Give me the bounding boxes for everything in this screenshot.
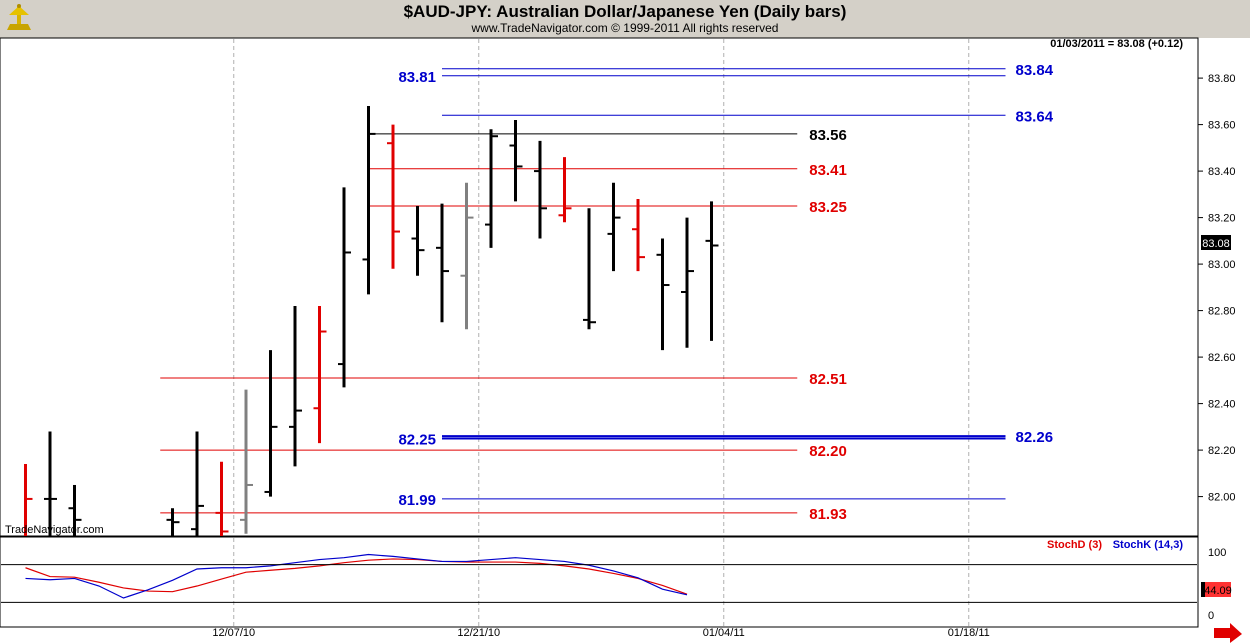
ohlc-bar bbox=[705, 201, 719, 341]
ohlc-bar bbox=[68, 484, 82, 536]
ohlc-bar bbox=[166, 508, 180, 536]
ohlc-bar bbox=[313, 305, 327, 444]
level-label: 81.93 bbox=[809, 506, 847, 523]
ohlc-bar bbox=[338, 187, 351, 388]
level-label: 82.26 bbox=[1016, 429, 1054, 446]
stoch-tick-label: 0 bbox=[1208, 610, 1214, 622]
ohlc-bar bbox=[509, 119, 523, 202]
price-tick-label: 83.60 bbox=[1208, 120, 1236, 132]
stoch-value-tag: 44.09 bbox=[1201, 582, 1232, 597]
date-axis: 12/07/10 12/21/10 01/04/11 01/18/11 bbox=[212, 627, 989, 639]
ohlc-bar bbox=[460, 182, 474, 330]
ohlc-bar bbox=[240, 389, 253, 534]
ohlc-bar bbox=[534, 140, 547, 239]
last-price-value: 83.08 bbox=[1202, 238, 1230, 250]
level-label: 82.51 bbox=[809, 371, 847, 388]
ohlc-bar bbox=[24, 464, 33, 536]
price-tick-label: 83.20 bbox=[1208, 213, 1236, 225]
level-label: 82.25 bbox=[398, 431, 436, 448]
ohlc-bar bbox=[264, 350, 278, 497]
stochastic-lines bbox=[25, 553, 688, 599]
ohlc-bar bbox=[558, 157, 572, 223]
ohlc-bar bbox=[44, 431, 57, 536]
date-tick-label: 01/04/11 bbox=[703, 627, 745, 639]
stoch-tick-label: 100 bbox=[1208, 547, 1226, 559]
title-bar: $AUD-JPY: Australian Dollar/Japanese Yen… bbox=[0, 0, 1250, 38]
ohlc-bar bbox=[607, 182, 621, 272]
last-price-tag: 83.08 bbox=[1201, 235, 1231, 250]
ohlc-bar bbox=[485, 129, 498, 248]
ohlc-bar bbox=[411, 205, 425, 276]
price-tick-label: 83.80 bbox=[1208, 73, 1236, 85]
legend-stochd: StochD (3) bbox=[1047, 539, 1102, 551]
price-axis: 83.80 83.60 83.40 83.20 83.00 82.80 82.60 82.40… bbox=[1198, 73, 1236, 504]
scroll-right-arrow-icon[interactable] bbox=[1214, 623, 1242, 643]
level-label: 83.84 bbox=[1016, 62, 1054, 79]
level-label: 83.81 bbox=[398, 69, 436, 86]
ohlc-bar bbox=[436, 203, 449, 323]
info-label: 01/03/2011 = 83.08 (+0.12) bbox=[1050, 38, 1183, 50]
price-tick-label: 83.00 bbox=[1208, 259, 1236, 271]
legend-stochk: StochK (14,3) bbox=[1113, 539, 1184, 551]
stochastic-axis: 100 0 bbox=[1, 547, 1226, 622]
stochastic-panel bbox=[0, 536, 1199, 628]
level-label: 83.56 bbox=[809, 127, 847, 144]
trade-navigator-logo-icon bbox=[7, 4, 31, 30]
ohlc-bar bbox=[656, 238, 670, 351]
ohlc-bar bbox=[289, 305, 302, 467]
date-tick-label: 12/21/10 bbox=[457, 627, 500, 639]
stoch-value: 44.09 bbox=[1204, 585, 1232, 597]
stoch-series-line bbox=[25, 558, 688, 595]
ohlc-bar bbox=[583, 208, 596, 330]
vertical-gridlines bbox=[233, 39, 970, 626]
price-tick-label: 82.40 bbox=[1208, 399, 1236, 411]
date-tick-label: 12/07/10 bbox=[212, 627, 255, 639]
level-label: 82.20 bbox=[809, 443, 847, 460]
stoch-series-line bbox=[25, 553, 688, 599]
price-tick-label: 83.40 bbox=[1208, 166, 1236, 178]
ohlc-bar bbox=[191, 431, 204, 536]
price-tick-label: 82.60 bbox=[1208, 352, 1236, 364]
chart-subtitle: www.TradeNavigator.com © 1999-2011 All r… bbox=[471, 21, 779, 35]
price-panel bbox=[0, 37, 1199, 537]
price-tick-label: 82.80 bbox=[1208, 306, 1236, 318]
level-label: 83.41 bbox=[809, 162, 847, 179]
level-label: 83.64 bbox=[1016, 108, 1054, 125]
price-tick-label: 82.20 bbox=[1208, 445, 1236, 457]
price-tick-label: 82.00 bbox=[1208, 492, 1236, 504]
date-tick-label: 01/18/11 bbox=[948, 627, 990, 639]
ohlc-bar bbox=[681, 217, 694, 348]
support-resistance-levels: 83.84 83.81 83.64 83.56 83.41 83.25 82.51 82.26… bbox=[160, 62, 1054, 523]
level-label: 83.25 bbox=[809, 199, 847, 216]
ohlc-bar bbox=[387, 124, 400, 269]
ohlc-bars bbox=[24, 106, 719, 536]
ohlc-bar bbox=[215, 461, 229, 536]
level-label: 81.99 bbox=[398, 492, 436, 509]
watermark: TradeNavigator.com bbox=[5, 524, 104, 536]
ohlc-bar bbox=[362, 106, 376, 295]
ohlc-bar bbox=[632, 199, 645, 272]
chart-title: $AUD-JPY: Australian Dollar/Japanese Yen… bbox=[403, 2, 847, 21]
